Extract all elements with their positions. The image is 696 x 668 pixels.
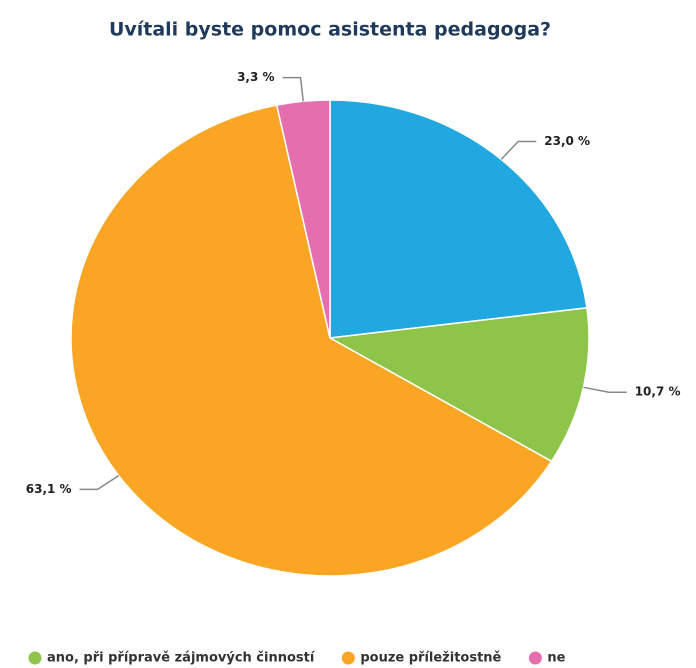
legend-swatch [528, 651, 542, 665]
data-label: 63,1 % [26, 482, 72, 496]
leader-line [79, 475, 120, 491]
data-label: 10,7 % [635, 385, 681, 399]
data-label: 23,0 % [544, 134, 590, 148]
leader-line [583, 386, 627, 393]
legend-swatch [341, 651, 355, 665]
legend-label: ne [547, 651, 565, 666]
legend-label: ano, při přípravě zájmových činností [47, 651, 316, 666]
pie-slice [70, 104, 553, 577]
chart-title: Uvítali byste pomoc asistenta pedagoga? [109, 19, 551, 41]
leader-line [500, 140, 537, 160]
legend-label: pouze příležitostně [360, 651, 501, 666]
pie-slice [327, 306, 590, 463]
leader-line [282, 76, 304, 102]
data-label: 3,3 % [237, 70, 274, 84]
pie-slice [275, 99, 331, 339]
legend-swatch [28, 651, 42, 665]
